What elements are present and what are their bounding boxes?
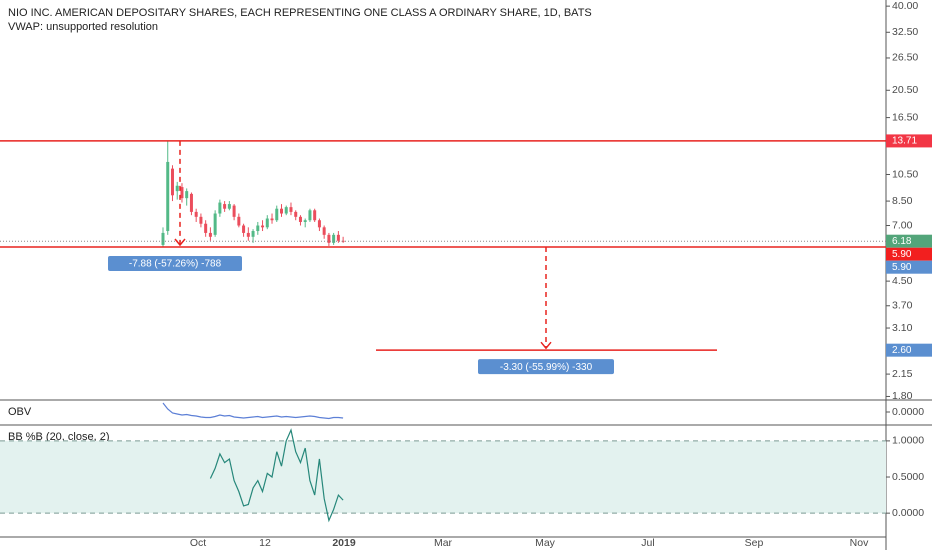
candle-body (341, 240, 345, 242)
price-tag (886, 234, 932, 248)
chart-title: NIO INC. AMERICAN DEPOSITARY SHARES, EAC… (8, 7, 592, 19)
candle-body (199, 216, 203, 224)
candle-body (213, 213, 217, 235)
indicator-line (162, 402, 344, 420)
candle-body (280, 208, 283, 214)
measure-label-box (478, 359, 614, 375)
candle-body (242, 225, 246, 233)
y-tick-label: 16.50 (892, 111, 918, 123)
y-tick-label: 1.0000 (892, 435, 924, 447)
x-tick-label: Mar (434, 537, 453, 549)
candle-body (232, 205, 236, 217)
indicator-label: VWAP: unsupported resolution (8, 21, 158, 33)
x-tick-label: May (535, 537, 556, 549)
y-tick-label: 0.0000 (892, 406, 924, 418)
y-tick-label: 1.80 (892, 390, 913, 402)
y-tick-label: 40.00 (892, 0, 918, 12)
arrow-head (174, 238, 186, 247)
candle-body (332, 234, 336, 243)
x-tick-label: Oct (190, 537, 206, 549)
candle-body (265, 218, 269, 228)
candle-body (218, 202, 222, 214)
candle-body (194, 211, 198, 217)
price-tag (886, 247, 932, 261)
y-tick-label: 3.70 (892, 300, 913, 312)
candle-body (227, 204, 231, 209)
candle-body (336, 234, 340, 241)
candle-body (298, 216, 302, 222)
y-tick-label: 0.0000 (892, 507, 924, 519)
y-tick-label: 10.50 (892, 168, 918, 180)
y-tick-label: 32.50 (892, 26, 918, 38)
candle-body (317, 220, 321, 228)
x-tick-label: Nov (850, 537, 869, 549)
candle-body (294, 211, 298, 217)
candle-body (175, 185, 179, 192)
band-fill (0, 440, 886, 514)
candle-body (270, 218, 274, 221)
arrow-head (540, 341, 552, 350)
candle-body (189, 193, 193, 212)
x-tick-label: 2019 (332, 537, 356, 549)
price-tag-label: 2.60 (892, 345, 912, 356)
x-tick-label: 12 (259, 537, 271, 549)
candle-body (161, 232, 165, 245)
measure-label: -7.88 (-57.26%) -788 (129, 259, 222, 270)
candle-body (308, 210, 312, 221)
candle-body (284, 207, 288, 214)
candle-body (237, 216, 241, 226)
price-tag (886, 134, 932, 148)
y-tick-label: 2.15 (892, 368, 913, 380)
y-tick-label: 3.10 (892, 322, 913, 334)
candle-body (261, 225, 265, 228)
pane-title: OBV (8, 406, 32, 418)
price-tag-label: 5.90 (892, 249, 912, 260)
candle-body (185, 191, 189, 199)
x-tick-label: Sep (745, 537, 764, 549)
candle-body (303, 220, 307, 222)
measure-label-box (108, 256, 242, 272)
candle-body (208, 232, 212, 237)
candle-body (204, 223, 208, 233)
candle-body (327, 234, 331, 243)
indicator-line (209, 428, 344, 523)
y-tick-label: 26.50 (892, 52, 918, 64)
candle-body (170, 168, 174, 196)
x-tick-label: Jul (641, 537, 654, 549)
measure-label: -3.30 (-55.99%) -330 (500, 362, 593, 373)
price-tag (886, 343, 932, 357)
candle-body (289, 207, 293, 212)
candle-body (313, 210, 317, 221)
y-tick-label: 4.50 (892, 275, 913, 287)
candle-body (166, 161, 170, 232)
candle-body (246, 232, 250, 237)
candle-body (223, 204, 227, 209)
candle-body (251, 231, 255, 237)
candle-body (180, 187, 184, 199)
price-tag-label: 6.18 (892, 236, 912, 247)
y-tick-label: 0.5000 (892, 471, 924, 483)
price-tag-label: 5.90 (892, 262, 912, 273)
price-tag-label: 13.71 (892, 136, 917, 147)
candle-body (275, 208, 279, 221)
candle-body (256, 225, 260, 232)
candle-body (322, 227, 326, 235)
y-tick-label: 8.50 (892, 195, 913, 207)
pane-title: BB %B (20, close, 2) (8, 431, 110, 443)
y-tick-label: 7.00 (892, 219, 913, 231)
price-tag (886, 260, 932, 274)
y-tick-label: 20.50 (892, 84, 918, 96)
